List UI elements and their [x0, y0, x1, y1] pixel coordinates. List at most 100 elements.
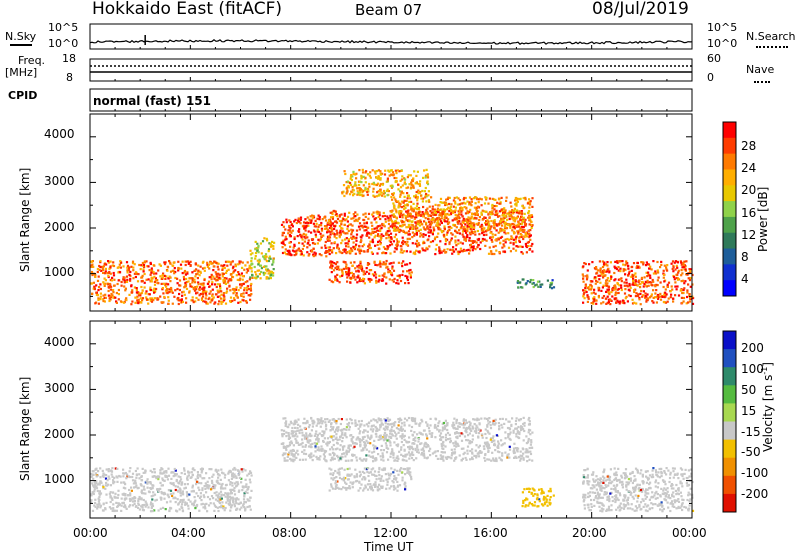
power-cell: [501, 246, 504, 249]
power-cell: [379, 241, 382, 244]
velocity-cell: [144, 500, 147, 503]
power-cell: [622, 263, 625, 266]
power-cell: [594, 282, 597, 285]
power-cell: [301, 225, 304, 228]
power-cell: [185, 260, 188, 263]
power-cell: [123, 276, 126, 279]
velocity-cell: [287, 445, 290, 448]
power-cell: [466, 212, 469, 215]
power-band-3: [325, 209, 534, 256]
power-cell: [460, 225, 463, 228]
power-cell: [682, 279, 685, 282]
power-cell: [328, 252, 331, 256]
power-cell: [331, 217, 334, 220]
power-cell: [683, 260, 686, 263]
velocity-cell: [320, 445, 323, 448]
power-cell: [334, 263, 337, 266]
power-cell: [237, 273, 241, 276]
velocity-cell: [488, 421, 492, 424]
power-cell: [531, 205, 534, 208]
power-cell: [301, 234, 304, 237]
velocity-cell: [522, 439, 525, 442]
velocity-cell: [128, 505, 131, 508]
velocity-cell: [385, 446, 388, 450]
power-cell: [529, 278, 532, 282]
velocity-cell: [294, 430, 297, 433]
power-cell: [449, 239, 453, 242]
power-cell: [511, 209, 514, 212]
power-cell: [388, 218, 391, 221]
velocity-cell: [94, 505, 97, 508]
power-cell: [201, 295, 205, 298]
power-cell: [301, 238, 304, 241]
power-cell: [93, 288, 96, 291]
power-cell: [117, 279, 120, 282]
power-cell: [195, 288, 198, 291]
power-cell: [514, 241, 517, 244]
velocity-cell: [122, 475, 125, 478]
power-cell: [415, 205, 419, 208]
power-cell: [605, 284, 608, 287]
power-cell: [608, 271, 611, 274]
velocity-cell: [238, 489, 241, 492]
power-cell: [168, 260, 171, 263]
velocity-cell: [135, 484, 138, 487]
velocity-cell: [250, 474, 253, 477]
vel-cbar-tick-neg100: -100: [741, 466, 769, 480]
power-cell: [528, 198, 531, 201]
power-cell: [345, 271, 348, 274]
power-cell: [456, 214, 459, 217]
power-cell: [510, 215, 513, 218]
power-cell: [605, 290, 608, 293]
power-cell: [301, 242, 304, 245]
velocity-cell: [172, 484, 175, 487]
power-cell: [224, 280, 227, 283]
power-cell: [618, 260, 621, 263]
power-cell: [468, 239, 471, 242]
velocity-cell: [369, 428, 372, 431]
power-cell: [497, 238, 501, 241]
power-cell: [422, 197, 425, 200]
velocity-cell: [111, 467, 114, 470]
power-cell: [312, 247, 315, 250]
power-cell: [184, 284, 187, 287]
power-cell: [625, 278, 628, 281]
velocity-cell: [247, 485, 250, 489]
power-cell: [246, 285, 249, 288]
power-band-4: [328, 259, 413, 285]
velocity-band-1: [280, 416, 534, 463]
power-cell: [382, 223, 385, 226]
power-cell: [654, 292, 657, 295]
power-cell: [416, 199, 419, 202]
velocity-cell: [428, 449, 431, 453]
velocity-cell: [224, 495, 227, 498]
velocity-cell: [210, 495, 214, 498]
velocity-cell: [151, 498, 154, 501]
velocity-cell: [138, 495, 141, 499]
power-cell: [516, 281, 519, 284]
power-cell: [223, 295, 226, 298]
power-cell: [684, 280, 687, 283]
power-cell: [352, 276, 355, 279]
velocity-cell: [91, 491, 94, 494]
power-cell: [207, 280, 211, 283]
power-cell: [112, 264, 116, 268]
power-cell: [470, 217, 473, 220]
velocity-cell: [351, 440, 354, 443]
velocity-cell: [372, 460, 375, 463]
power-cell: [645, 271, 648, 274]
velocity-cell: [330, 422, 333, 425]
power-cell: [607, 298, 611, 301]
velocity-cell: [216, 473, 220, 476]
power-cell: [420, 234, 423, 237]
velocity-cell: [230, 492, 233, 495]
power-cell: [248, 264, 251, 267]
velocity-cell: [119, 475, 122, 478]
velocity-cell: [180, 505, 183, 508]
power-cell: [137, 302, 140, 305]
power-cell: [229, 263, 232, 266]
power-cell: [446, 231, 449, 234]
power-cell: [91, 292, 94, 296]
power-cell: [226, 260, 229, 263]
power-cell: [134, 301, 137, 304]
